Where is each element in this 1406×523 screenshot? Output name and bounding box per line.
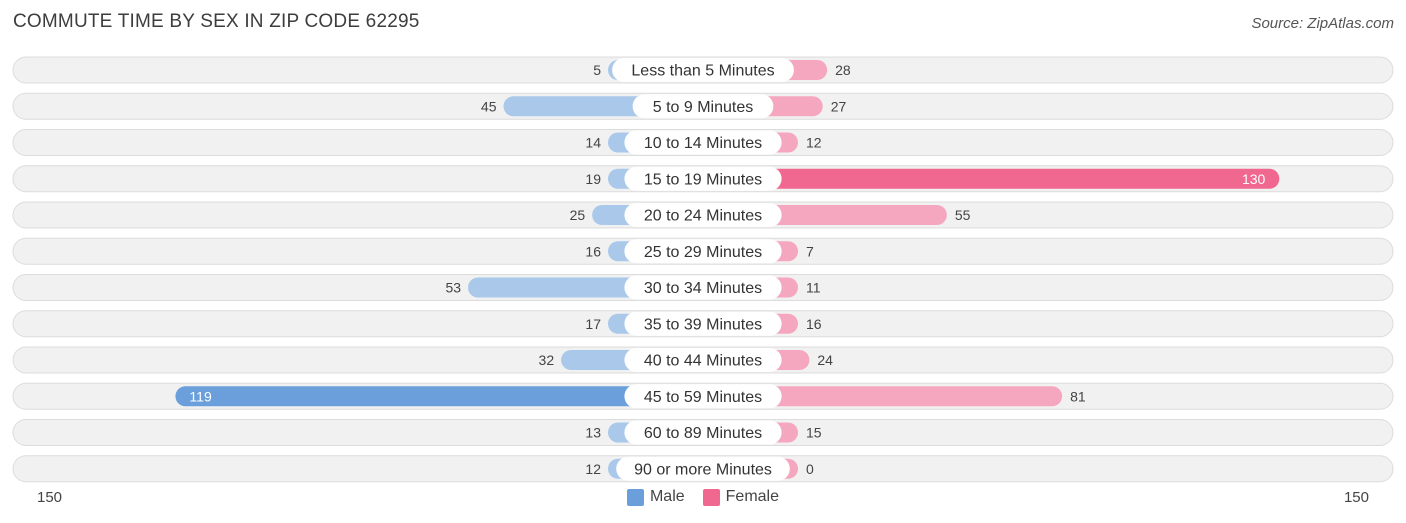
- male-value-label: 14: [585, 135, 601, 151]
- category-pill: [624, 420, 782, 445]
- female-bar: [703, 168, 1280, 189]
- male-value-label: 12: [585, 461, 601, 477]
- category-label: 45 to 59 Minutes: [644, 389, 762, 406]
- category-label: 60 to 89 Minutes: [644, 425, 762, 442]
- male-value-label: 25: [570, 207, 586, 223]
- male-value-label: 32: [539, 352, 555, 368]
- legend: Male Female: [0, 488, 1406, 506]
- male-value-label: 45: [481, 98, 497, 114]
- category-pill: [624, 130, 782, 155]
- category-pill: [612, 58, 794, 82]
- category-pill: [624, 239, 782, 264]
- legend-label-female: Female: [725, 488, 780, 505]
- category-pill: [624, 311, 782, 336]
- male-value-label: 5: [593, 62, 601, 78]
- category-label: 40 to 44 Minutes: [644, 353, 762, 370]
- axis-left-label: 150: [37, 489, 63, 506]
- female-value-label: 7: [806, 243, 814, 259]
- female-value-label: 130: [1242, 171, 1266, 187]
- legend-swatch-female: [702, 488, 720, 506]
- female-value-label: 28: [835, 62, 851, 78]
- male-bar: [175, 386, 703, 407]
- female-value-label: 11: [806, 280, 821, 296]
- axis-right-label: 150: [1343, 489, 1369, 506]
- category-pill: [624, 275, 782, 300]
- male-value-label: 17: [585, 316, 601, 332]
- category-pill: [624, 166, 782, 191]
- female-value-label: 81: [1070, 388, 1086, 404]
- category-pill: [632, 94, 774, 119]
- male-value-label: 119: [189, 388, 212, 404]
- category-pill: [624, 203, 782, 227]
- legend-item-male: Male: [626, 488, 685, 506]
- male-value-label: 13: [585, 425, 601, 441]
- category-label: Less than 5 Minutes: [631, 63, 774, 80]
- male-value-label: 16: [585, 243, 601, 259]
- legend-item-female: Female: [702, 488, 780, 506]
- legend-label-male: Male: [649, 488, 685, 505]
- female-bar: [703, 386, 1063, 407]
- category-label: 5 to 9 Minutes: [653, 99, 754, 116]
- category-label: 25 to 29 Minutes: [644, 244, 762, 261]
- legend-swatch-male: [626, 488, 644, 506]
- category-label: 90 or more Minutes: [634, 461, 772, 478]
- female-value-label: 12: [806, 135, 822, 151]
- chart-title: COMMUTE TIME BY SEX IN ZIP CODE 62295: [13, 11, 420, 32]
- male-value-label: 53: [445, 280, 461, 296]
- category-label: 35 to 39 Minutes: [644, 316, 762, 333]
- female-value-label: 0: [806, 461, 814, 477]
- category-label: 10 to 14 Minutes: [644, 135, 762, 152]
- category-pill: [624, 348, 782, 372]
- female-value-label: 16: [806, 316, 822, 332]
- category-pill: [616, 456, 790, 481]
- category-label: 15 to 19 Minutes: [644, 171, 762, 188]
- male-value-label: 19: [585, 171, 601, 187]
- source-note: Source: ZipAtlas.com: [1251, 15, 1394, 32]
- category-pill: [624, 384, 782, 409]
- female-value-label: 24: [817, 352, 833, 368]
- category-label: 20 to 24 Minutes: [644, 208, 762, 225]
- female-value-label: 55: [955, 207, 971, 223]
- female-value-label: 15: [806, 425, 822, 441]
- category-label: 30 to 34 Minutes: [644, 280, 762, 297]
- female-value-label: 27: [831, 98, 847, 114]
